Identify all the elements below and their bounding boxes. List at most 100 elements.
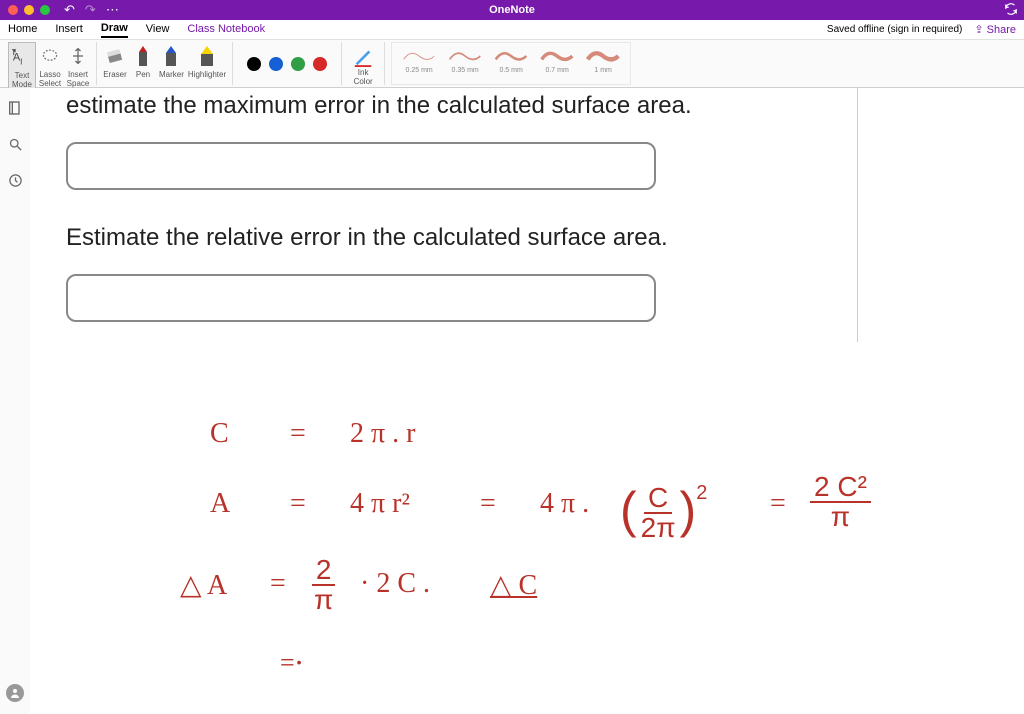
mode-group: AI Text Mode Lasso Select Insert Space (4, 42, 97, 85)
tab-home[interactable]: Home (8, 23, 37, 37)
hand-sq: 2 (696, 482, 707, 504)
hand-2overpi: 2π (310, 556, 337, 614)
draw-toolbar: AI Text Mode Lasso Select Insert Space E… (0, 40, 1024, 88)
hand-eq3: = (480, 488, 496, 520)
marker-label: Marker (159, 70, 184, 79)
lasso-label: Lasso Select (39, 70, 61, 88)
insert-space-label: Insert Space (67, 70, 90, 88)
hand-frac1-n: C (644, 484, 672, 514)
hand-delta-a: △ A (180, 568, 227, 602)
pen-group: Eraser Pen Marker Highlighter (97, 42, 233, 85)
tab-insert[interactable]: Insert (55, 23, 83, 37)
highlighter-label: Highlighter (188, 70, 226, 79)
hand-eq4: = (770, 488, 786, 520)
recent-icon[interactable] (8, 173, 23, 191)
hand-eq6: =• (280, 648, 300, 678)
color-group (233, 42, 342, 85)
text-mode-icon: AI (11, 45, 33, 69)
tab-class-notebook[interactable]: Class Notebook (187, 23, 265, 37)
save-status: Saved offline (sign in required) (827, 24, 962, 35)
lasso-select-button[interactable]: Lasso Select (36, 42, 64, 90)
stroke-0-25[interactable]: 0.25 mm (400, 47, 438, 74)
text-mode-label: Text Mode (12, 71, 32, 89)
answer-box-1[interactable] (66, 142, 656, 190)
window-controls (0, 5, 50, 15)
color-swatch-blue[interactable] (269, 57, 283, 71)
text-mode-button[interactable]: AI Text Mode (8, 42, 36, 92)
close-window-button[interactable] (8, 5, 18, 15)
hand-4pir2: 4 π r² (350, 488, 410, 520)
color-swatch-red[interactable] (313, 57, 327, 71)
search-icon[interactable] (8, 137, 23, 155)
app-title: OneNote (489, 4, 535, 16)
hand-delta-c: △ C (490, 568, 537, 602)
hand-c: C (210, 418, 229, 450)
insert-space-icon (68, 44, 88, 68)
eraser-icon (104, 44, 126, 68)
share-label: Share (987, 24, 1016, 36)
minimize-window-button[interactable] (24, 5, 34, 15)
pen-label: Pen (136, 70, 150, 79)
hand-frac2-n: 2 C² (810, 473, 871, 503)
hand-eq1: = (290, 418, 306, 450)
eraser-label: Eraser (103, 70, 127, 79)
user-avatar[interactable] (6, 684, 24, 702)
marker-button[interactable]: Marker (157, 42, 186, 81)
hand-eq2: = (290, 488, 306, 520)
problem-text-1: estimate the maximum error in the calcul… (58, 88, 857, 128)
maximize-window-button[interactable] (40, 5, 50, 15)
notebooks-icon[interactable] (7, 100, 23, 119)
ink-color-icon (352, 44, 374, 68)
pen-icon (135, 44, 151, 68)
stroke-width-group: 0.25 mm 0.35 mm 0.5 mm 0.7 mm 1 mm (391, 42, 631, 85)
hand-4pi: 4 π . (540, 488, 589, 520)
hand-paren: (C2π)2 (620, 473, 707, 542)
ribbon-tabs: Home Insert Draw View Class Notebook Sav… (0, 20, 1024, 40)
stroke-label-0: 0.25 mm (406, 67, 433, 74)
hand-eq5: = (270, 568, 286, 600)
insert-space-button[interactable]: Insert Space (64, 42, 92, 90)
problem-text-2: Estimate the relative error in the calcu… (58, 220, 857, 260)
lasso-icon (40, 44, 60, 68)
title-bar: ↶ ↷ ⋯ OneNote (0, 0, 1024, 20)
svg-text:I: I (20, 57, 22, 66)
problem-block: estimate the maximum error in the calcul… (58, 88, 858, 342)
stroke-label-3: 0.7 mm (545, 67, 568, 74)
undo-icon[interactable]: ↶ (64, 2, 75, 18)
hand-frac2-d: π (827, 503, 854, 531)
hand-2c2pi: 2 C²π (810, 473, 871, 531)
stroke-0-35[interactable]: 0.35 mm (446, 47, 484, 74)
tab-draw[interactable]: Draw (101, 22, 128, 38)
share-icon: ⇪ (974, 24, 986, 36)
note-canvas[interactable]: estimate the maximum error in the calcul… (30, 88, 1024, 714)
hand-frac3-n: 2 (312, 556, 336, 586)
ink-color-button[interactable]: Ink Color (346, 42, 380, 88)
highlighter-button[interactable]: Highlighter (186, 42, 228, 81)
stroke-0-5[interactable]: 0.5 mm (492, 47, 530, 74)
sync-icon[interactable] (1004, 2, 1018, 19)
stroke-0-7[interactable]: 0.7 mm (538, 47, 576, 74)
left-rail (0, 88, 30, 714)
hand-frac3-d: π (310, 586, 337, 614)
highlighter-icon (198, 44, 216, 68)
share-button[interactable]: ⇪ Share (974, 23, 1016, 36)
quick-access: ↶ ↷ ⋯ (64, 2, 119, 18)
hand-a: A (210, 488, 230, 520)
more-icon[interactable]: ⋯ (106, 2, 119, 18)
ink-color-label: Ink Color (354, 68, 373, 86)
color-swatch-green[interactable] (291, 57, 305, 71)
pen-button[interactable]: Pen (129, 42, 157, 81)
stroke-label-2: 0.5 mm (499, 67, 522, 74)
marker-icon (163, 44, 179, 68)
tab-view[interactable]: View (146, 23, 170, 37)
stroke-1[interactable]: 1 mm (584, 47, 622, 74)
redo-icon[interactable]: ↷ (85, 2, 96, 18)
ink-color-group: Ink Color (342, 42, 385, 85)
hand-2pir: 2 π . r (350, 418, 415, 450)
answer-box-2[interactable] (66, 274, 656, 322)
hand-frac1-d: 2π (637, 514, 680, 542)
color-swatch-black[interactable] (247, 57, 261, 71)
hand-2c: · 2 C . (360, 568, 430, 600)
stroke-label-1: 0.35 mm (452, 67, 479, 74)
eraser-button[interactable]: Eraser (101, 42, 129, 81)
